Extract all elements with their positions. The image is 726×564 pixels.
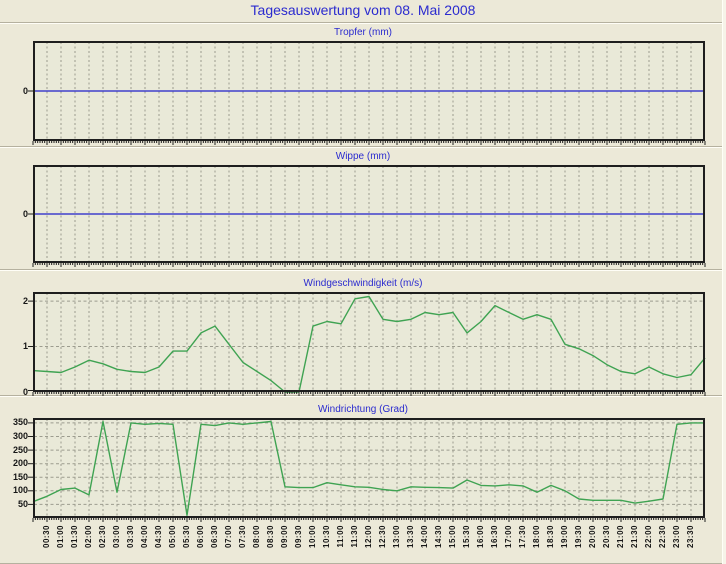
x-axis-label: 14:00 bbox=[420, 525, 429, 548]
y-axis-label: 2 bbox=[22, 295, 28, 306]
x-axis-label: 04:30 bbox=[154, 525, 163, 548]
chart-row-windgeschwindigkeit: 0 1 2 bbox=[23, 292, 706, 397]
chart-row-windrichtung: 50 100 150 200 250 300 350 bbox=[13, 417, 706, 523]
plot-windgeschwindigkeit bbox=[28, 292, 706, 396]
x-axis-label: 16:00 bbox=[476, 525, 485, 548]
y-axis-label: 250 bbox=[12, 444, 28, 455]
page-header: Tagesauswertung vom 08. Mai 2008 bbox=[0, 0, 726, 23]
x-axis-label: 20:00 bbox=[588, 525, 597, 548]
x-axis-label: 09:00 bbox=[280, 525, 289, 548]
x-axis-label: 10:00 bbox=[308, 525, 317, 548]
x-axis-label: 11:00 bbox=[336, 525, 345, 548]
x-axis-label: 22:30 bbox=[658, 525, 667, 548]
plot-windrichtung bbox=[28, 418, 706, 522]
x-axis-label: 05:00 bbox=[168, 525, 177, 548]
chart-row-tropfer: 0 bbox=[23, 41, 706, 146]
x-axis-label: 12:00 bbox=[364, 525, 373, 548]
x-axis-label: 18:30 bbox=[546, 525, 555, 548]
x-axis-label: 15:30 bbox=[462, 525, 471, 548]
x-axis-label: 06:30 bbox=[210, 525, 219, 548]
chart-row-wippe: 0 bbox=[23, 165, 706, 268]
x-axis-label: 00:30 bbox=[42, 525, 51, 548]
x-axis-label: 23:30 bbox=[686, 525, 695, 548]
x-axis-label: 23:00 bbox=[672, 525, 681, 548]
x-axis-label: 08:00 bbox=[252, 525, 261, 548]
y-axis-label: 300 bbox=[12, 430, 28, 441]
x-axis-label: 14:30 bbox=[434, 525, 443, 548]
x-axis-label: 02:00 bbox=[84, 525, 93, 548]
y-axis-label: 200 bbox=[12, 458, 28, 469]
x-axis-label: 01:30 bbox=[70, 525, 79, 548]
x-axis-label: 03:30 bbox=[126, 525, 135, 548]
x-axis-label: 02:30 bbox=[98, 525, 107, 548]
y-axis-label: 0 bbox=[22, 85, 28, 96]
x-axis-label: 08:30 bbox=[266, 525, 275, 548]
x-axis-label: 15:00 bbox=[448, 525, 457, 548]
plot-wippe bbox=[28, 165, 706, 267]
chart-panel-tropfer: Tropfer (mm) 0 bbox=[0, 23, 726, 147]
x-axis-label: 22:00 bbox=[644, 525, 653, 548]
x-axis-labels: 00:30 01:00 01:30 02:00 02:30 03:00 03:30 04:00… bbox=[33, 523, 705, 564]
chart-panel-windrichtung: Windrichtung (Grad) 50 100 150 200 250 300 350… bbox=[0, 396, 726, 564]
chart-title-tropfer: Tropfer (mm) bbox=[334, 27, 392, 38]
x-axis-label: 07:00 bbox=[224, 525, 233, 548]
x-axis-label: 19:00 bbox=[560, 525, 569, 548]
x-axis-label: 21:00 bbox=[616, 525, 625, 548]
x-axis-label: 16:30 bbox=[490, 525, 499, 548]
plot-tropfer bbox=[28, 41, 706, 145]
x-axis-label: 05:30 bbox=[182, 525, 191, 548]
x-axis-label: 17:00 bbox=[504, 525, 513, 548]
chart-title-windgeschwindigkeit: Windgeschwindigkeit (m/s) bbox=[303, 278, 423, 289]
x-axis-label: 10:30 bbox=[322, 525, 331, 548]
x-axis-label: 13:00 bbox=[392, 525, 401, 548]
y-axis-label: 150 bbox=[12, 471, 28, 482]
x-axis-label: 17:30 bbox=[518, 525, 527, 548]
page-title: Tagesauswertung vom 08. Mai 2008 bbox=[250, 2, 476, 18]
x-axis-label: 06:00 bbox=[196, 525, 205, 548]
chart-panel-windgeschwindigkeit: Windgeschwindigkeit (m/s) 0 1 2 bbox=[0, 270, 726, 397]
x-axis-label: 01:00 bbox=[56, 525, 65, 548]
x-axis-label: 20:30 bbox=[602, 525, 611, 548]
x-axis-label: 13:30 bbox=[406, 525, 415, 548]
x-axis-label: 18:00 bbox=[532, 525, 541, 548]
y-axis-label: 0 bbox=[22, 386, 28, 397]
x-axis-label: 07:30 bbox=[238, 525, 247, 548]
x-axis-label: 12:30 bbox=[378, 525, 387, 548]
y-axis-label: 350 bbox=[12, 417, 28, 428]
x-axis-label: 09:30 bbox=[294, 525, 303, 548]
chart-title-windrichtung: Windrichtung (Grad) bbox=[317, 404, 409, 415]
y-axis-label: 1 bbox=[22, 341, 28, 352]
x-axis-label: 19:30 bbox=[574, 525, 583, 548]
y-axis-label: 0 bbox=[22, 208, 28, 219]
y-axis-label: 100 bbox=[12, 485, 28, 496]
x-axis-label: 04:00 bbox=[140, 525, 149, 548]
y-axis-label: 50 bbox=[17, 498, 28, 509]
x-axis-label: 21:30 bbox=[630, 525, 639, 548]
chart-title-wippe: Wippe (mm) bbox=[335, 151, 391, 162]
x-axis-label: 11:30 bbox=[350, 525, 359, 548]
window-edge-highlight bbox=[722, 0, 726, 564]
chart-panel-wippe: Wippe (mm) 0 bbox=[0, 147, 726, 270]
x-axis-label: 03:00 bbox=[112, 525, 121, 548]
